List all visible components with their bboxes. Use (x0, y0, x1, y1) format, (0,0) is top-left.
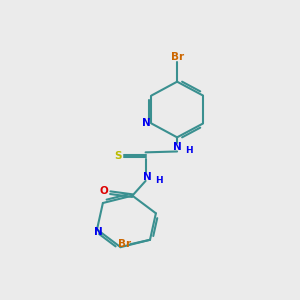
Text: O: O (100, 186, 109, 196)
Text: N: N (143, 172, 152, 182)
Text: H: H (185, 146, 193, 155)
Text: N: N (173, 142, 182, 152)
Text: Br: Br (118, 239, 131, 249)
Text: N: N (94, 227, 103, 237)
Text: H: H (155, 176, 163, 184)
Text: N: N (142, 118, 151, 128)
Text: Br: Br (170, 52, 184, 62)
Text: S: S (114, 151, 122, 161)
